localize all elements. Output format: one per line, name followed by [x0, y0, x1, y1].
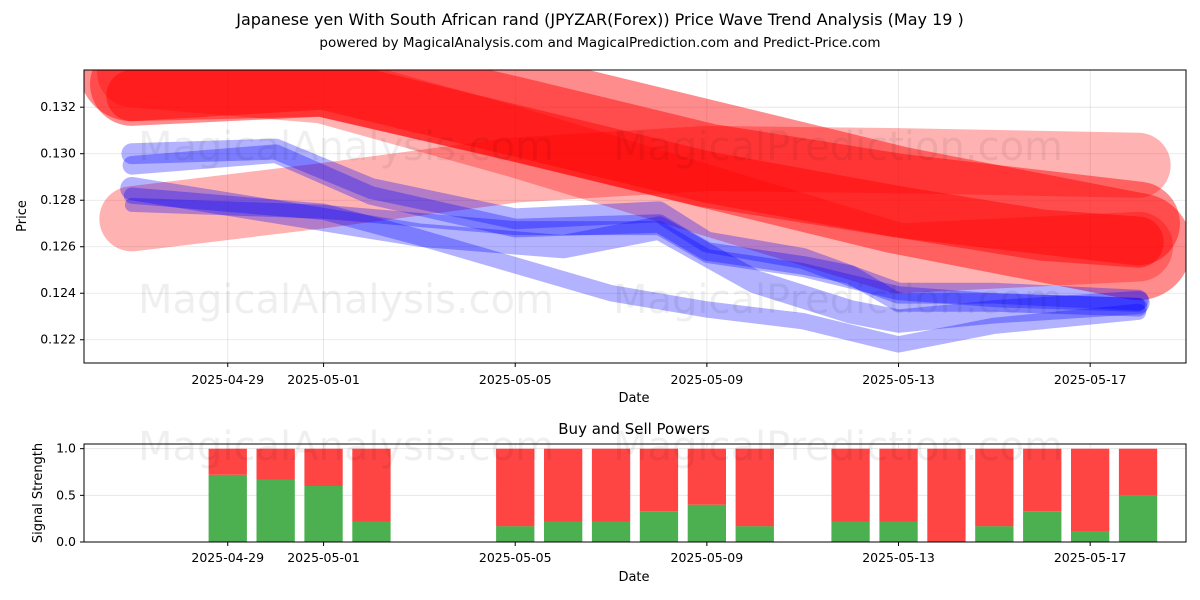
sell-bar: [591, 448, 631, 522]
buy-bar: [687, 504, 726, 542]
buy-bar: [879, 521, 918, 542]
watermark-prediction-top: MagicalPrediction.com: [613, 124, 1063, 170]
price-x-tick-label: 2025-05-09: [671, 372, 744, 387]
buy-sell-title: Buy and Sell Powers: [558, 420, 710, 438]
signal-y-tick-label: 0.0: [56, 534, 76, 549]
price-y-tick-label: 0.124: [40, 285, 76, 300]
price-x-tick-label: 2025-05-17: [1054, 372, 1127, 387]
watermark-analysis-mid: MagicalAnalysis.com: [138, 277, 554, 323]
buy-bar: [544, 521, 583, 542]
price-y-label: Price: [15, 200, 30, 232]
sell-bar: [256, 448, 295, 480]
signal-y-label: Signal Strength: [31, 443, 46, 543]
price-x-label: Date: [618, 391, 649, 406]
wave-band-blue-8: [123, 187, 1147, 353]
wave-band-red-4: [99, 125, 1171, 252]
sell-bar: [1023, 448, 1062, 512]
wave-band-red-5: [97, 70, 1173, 294]
buy-bar: [735, 526, 774, 542]
signal-x-tick-label: 2025-05-05: [479, 550, 552, 565]
buy-bar: [256, 479, 295, 542]
signal-x-label: Date: [618, 570, 649, 585]
signal-x-tick-label: 2025-05-09: [671, 550, 744, 565]
sell-bar: [1118, 448, 1158, 496]
sell-bar: [879, 448, 918, 522]
buy-bar: [591, 521, 631, 542]
sell-bar: [927, 448, 966, 542]
figure-subtitle: powered by MagicalAnalysis.com and Magic…: [319, 35, 880, 51]
sell-bar: [544, 448, 583, 522]
buy-bar: [975, 526, 1014, 542]
buy-bar: [1118, 495, 1158, 542]
figure-title: Japanese yen With South African rand (JP…: [235, 10, 964, 29]
buy-bar: [639, 511, 679, 542]
price-axes: 2025-04-29 2025-05-01 2025-05-05 2025-05-09…: [40, 99, 1126, 387]
buy-sell-chart: Buy and Sell Powers MagicalAnalysis.com …: [31, 420, 1187, 585]
signal-bars: [208, 448, 1158, 542]
wave-band-blue-10: [124, 197, 1146, 312]
wave-bands: [84, 70, 1186, 353]
wave-band-red-1: [84, 70, 1186, 301]
price-y-tick-label: 0.126: [40, 239, 76, 254]
sell-bar: [975, 448, 1014, 527]
signal-x-tick-label: 2025-04-29: [191, 550, 264, 565]
signal-y-tick-label: 0.5: [56, 487, 76, 502]
sell-bar: [687, 448, 726, 505]
wave-band-blue-9: [120, 176, 1150, 333]
sell-bar: [1071, 448, 1110, 532]
sell-bar: [496, 448, 535, 527]
sell-bar: [639, 448, 679, 512]
price-x-tick-label: 2025-05-01: [287, 372, 360, 387]
watermark-prediction-mid: MagicalPrediction.com: [613, 277, 1063, 323]
buy-bar: [352, 521, 391, 542]
wave-band-red-2: [90, 70, 1180, 266]
price-y-tick-label: 0.132: [40, 99, 76, 114]
sell-bar: [208, 448, 247, 475]
signal-plot-frame: [83, 443, 1187, 543]
buy-bar: [1023, 511, 1062, 542]
price-grid: [84, 70, 1186, 363]
price-x-tick-label: 2025-05-13: [862, 372, 935, 387]
signal-x-tick-label: 2025-05-17: [1054, 550, 1127, 565]
wave-band-blue-7: [122, 144, 1148, 317]
buy-bar: [304, 486, 343, 542]
buy-bar: [1071, 531, 1110, 542]
wave-band-blue-6: [121, 138, 1149, 311]
sell-bar: [352, 448, 391, 522]
signal-y-tick-label: 1.0: [56, 441, 76, 456]
price-y-tick-label: 0.130: [40, 146, 76, 161]
watermark-analysis-bottom: MagicalAnalysis.com: [138, 424, 554, 470]
sell-bar: [304, 448, 343, 486]
buy-bar: [208, 474, 247, 542]
signal-x-tick-label: 2025-05-01: [287, 550, 360, 565]
price-x-tick-label: 2025-05-05: [479, 372, 552, 387]
price-x-tick-label: 2025-04-29: [191, 372, 264, 387]
signal-x-tick-label: 2025-05-13: [862, 550, 935, 565]
sell-bar: [735, 448, 774, 527]
watermark-analysis-top: MagicalAnalysis.com: [138, 124, 554, 170]
buy-bar: [496, 526, 535, 542]
sell-bar: [831, 448, 870, 522]
signal-axes: 2025-04-29 2025-05-01 2025-05-05 2025-05-09…: [56, 441, 1126, 565]
price-y-tick-label: 0.122: [40, 332, 76, 347]
wave-band-red-3: [106, 70, 1164, 268]
price-plot-frame: [83, 69, 1187, 364]
price-wave-chart: MagicalAnalysis.com MagicalPrediction.co…: [15, 69, 1187, 406]
price-y-tick-label: 0.128: [40, 192, 76, 207]
watermark-prediction-bottom: MagicalPrediction.com: [613, 424, 1063, 470]
buy-bar: [831, 521, 870, 542]
